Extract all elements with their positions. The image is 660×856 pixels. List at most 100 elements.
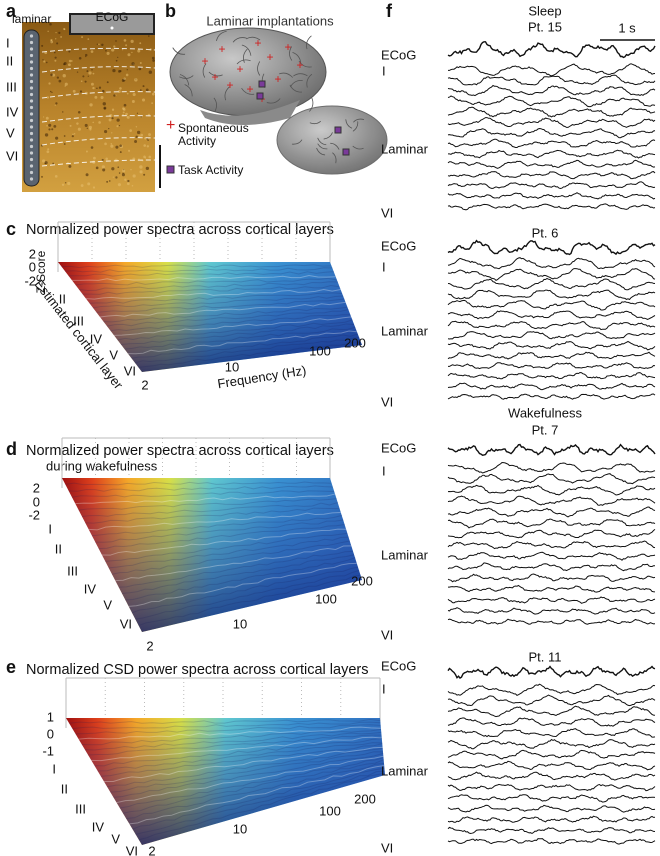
surface-row (113, 752, 384, 798)
panel-letter: c (6, 219, 16, 239)
cell (41, 175, 43, 178)
cell (47, 148, 50, 151)
state-label: Sleep (528, 3, 561, 18)
surface-row (132, 767, 385, 830)
trace (447, 794, 656, 803)
cell (106, 51, 110, 55)
layer-boundaries (41, 47, 156, 167)
cell (69, 124, 72, 127)
layer-tick-label: V (103, 597, 112, 612)
surface-row (78, 498, 337, 511)
channel-label: ECoG (381, 658, 416, 673)
layer-label: V (6, 125, 15, 140)
cell (143, 144, 147, 147)
z-tick-label: -2 (24, 273, 36, 288)
cell (60, 36, 62, 38)
surface-row (131, 333, 359, 359)
cell (138, 67, 142, 71)
channel-label: ECoG (381, 238, 416, 253)
cell (137, 49, 141, 53)
surface-row (128, 562, 357, 607)
surface-row (138, 772, 385, 841)
contact (29, 170, 34, 175)
surface-row (103, 746, 383, 782)
surface-row (71, 490, 335, 498)
cell (104, 129, 108, 134)
cell (50, 73, 53, 77)
sulcus (298, 60, 312, 68)
cell (54, 59, 57, 62)
cell (87, 75, 89, 77)
sulcus (291, 139, 303, 145)
cell (108, 180, 111, 182)
cell (145, 166, 150, 171)
contact (29, 138, 34, 142)
panel-title: Normalized CSD power spectra across cort… (26, 662, 368, 678)
x-tick-label: 200 (351, 573, 373, 588)
trace (447, 320, 656, 331)
surface-row (122, 759, 384, 814)
cell (116, 125, 119, 128)
cell (85, 173, 89, 177)
trace (447, 138, 656, 148)
surface-row (91, 514, 343, 537)
cell (96, 43, 99, 45)
layer-tick-label: IV (92, 819, 105, 834)
cell (49, 90, 52, 93)
sulcus (352, 121, 359, 132)
surface-row (88, 734, 382, 756)
contact (29, 164, 34, 168)
sulcus (306, 73, 313, 88)
ecog-label: ECoG (96, 10, 129, 24)
layer-tick-label: VI (126, 843, 138, 856)
surface-row (117, 319, 353, 341)
cell (105, 49, 107, 52)
cell (125, 112, 128, 116)
cell (125, 44, 128, 47)
sulci (172, 30, 365, 164)
cell (78, 56, 82, 60)
layer-label: VI (6, 148, 18, 163)
trace (447, 506, 656, 518)
trace (447, 573, 656, 583)
cell (119, 87, 122, 90)
sulcus (290, 79, 303, 88)
trace (447, 331, 656, 340)
trace (447, 562, 655, 572)
cell (56, 76, 59, 79)
surface-row (115, 545, 352, 582)
trace (447, 665, 656, 680)
cell (47, 30, 49, 33)
layer-tick-label: II (59, 291, 66, 306)
z-tick-label: 0 (47, 726, 54, 741)
cell (143, 155, 146, 159)
cell (92, 86, 95, 90)
trace (447, 117, 656, 128)
surface-row (138, 574, 361, 627)
surface-row (138, 341, 361, 368)
contact (29, 118, 34, 123)
surface-row (65, 481, 332, 486)
trace (447, 74, 656, 86)
surface-row (71, 275, 336, 282)
sulcus (323, 132, 333, 140)
trace (447, 749, 656, 760)
cell (77, 110, 81, 114)
marker: + (274, 72, 281, 86)
cell (115, 59, 118, 62)
cell (44, 133, 49, 137)
layer-label: III (6, 79, 17, 94)
surface-row (98, 524, 345, 550)
channel-label: Laminar (381, 763, 429, 778)
trace (447, 277, 656, 291)
cell (86, 70, 89, 73)
layer-label: IV (6, 104, 19, 119)
panel-title: Normalized power spectra across cortical… (26, 222, 334, 238)
x-tick-label: 2 (148, 843, 155, 856)
implant-markers: ++++++++++++ (201, 36, 350, 156)
trace (447, 106, 656, 118)
surface-row (95, 519, 344, 543)
trace (447, 393, 656, 400)
z-tick-label: 0 (33, 494, 40, 509)
z-tick-label: 2 (29, 246, 36, 261)
